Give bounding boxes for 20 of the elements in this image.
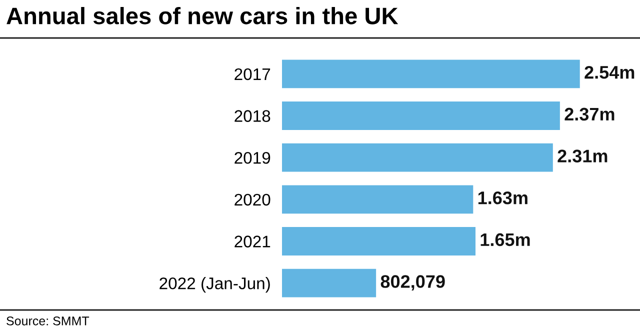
y-tick-label: 2017	[234, 68, 270, 80]
y-tick-label: 2019	[234, 152, 270, 164]
y-tick-label: 2022 (Jan-Jun)	[160, 277, 270, 293]
data-label: 1.65m	[480, 233, 530, 246]
bar	[282, 268, 376, 298]
data-label: 802,079	[380, 275, 445, 291]
source-note: Source: SMMT	[6, 316, 90, 326]
bar	[282, 60, 580, 88]
y-tick-label: 2018	[234, 110, 270, 122]
chart-title: Annual sales of new cars in the UK	[6, 6, 398, 24]
data-label: 1.63m	[478, 191, 528, 204]
bar	[282, 185, 474, 214]
data-label: 2.37m	[564, 108, 614, 121]
bar	[282, 227, 476, 256]
y-tick-label: 2021	[234, 236, 270, 248]
data-label: 2.54m	[584, 66, 634, 79]
data-label: 2.31m	[558, 150, 608, 162]
y-tick-label: 2020	[234, 194, 270, 206]
bar	[282, 143, 553, 172]
bar	[282, 102, 560, 130]
